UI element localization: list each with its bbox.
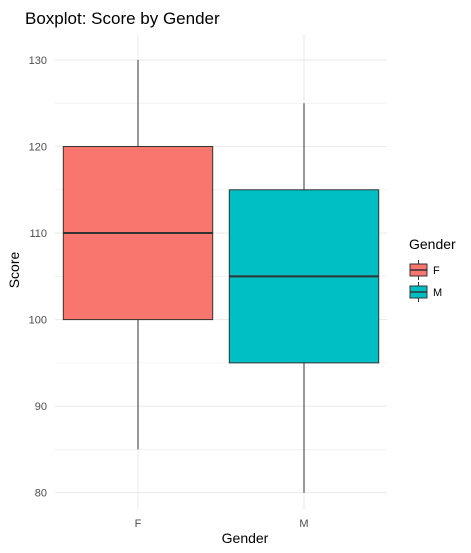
y-tick-label: 100	[29, 315, 47, 327]
legend-item-F: F	[409, 260, 440, 280]
legend-title: Gender	[409, 236, 456, 252]
x-axis-title: Gender	[222, 530, 269, 546]
y-tick-label: 110	[29, 228, 47, 240]
legend-label: M	[433, 287, 442, 299]
legend: Gender FM	[409, 236, 456, 302]
box-M	[228, 103, 380, 493]
x-tick-label: F	[135, 518, 142, 530]
y-axis-ticks: 80 90 100 110 120 130	[29, 55, 47, 500]
legend-item-M: M	[409, 282, 442, 302]
legend-label: F	[433, 265, 440, 277]
legend-items: FM	[409, 260, 442, 302]
box-F	[62, 59, 214, 450]
chart-title: Boxplot: Score by Gender	[25, 9, 220, 28]
y-tick-label: 130	[29, 55, 47, 67]
y-tick-label: 90	[35, 401, 47, 413]
y-axis-title: Score	[6, 252, 22, 289]
y-tick-label: 80	[35, 488, 47, 500]
boxes	[62, 59, 380, 493]
x-tick-label: M	[299, 518, 308, 530]
y-tick-label: 120	[29, 142, 47, 154]
